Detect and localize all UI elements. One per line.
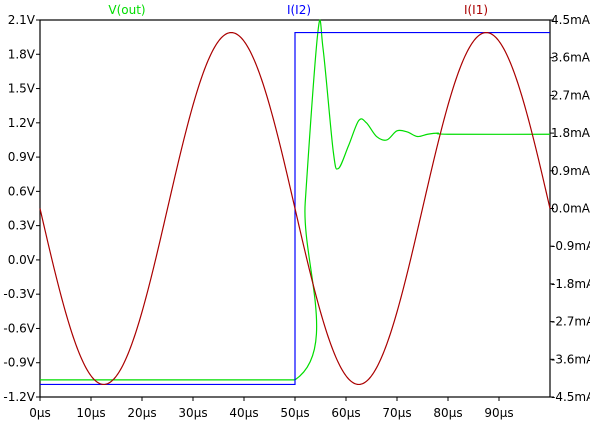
right-tick-label: -2.7mA — [551, 315, 590, 329]
left-tick-label: 1.8V — [8, 47, 36, 61]
x-tick-label: 30µs — [178, 406, 207, 420]
right-tick-label: 3.6mA — [551, 51, 590, 65]
left-tick-label: 0.3V — [8, 219, 36, 233]
right-tick-label: 2.7mA — [551, 88, 590, 102]
x-tick-label: 60µs — [331, 406, 360, 420]
right-tick-label: 0.0mA — [551, 202, 590, 216]
x-tick-label: 50µs — [280, 406, 309, 420]
legend-label: V(out) — [108, 3, 145, 17]
right-tick-label: -4.5mA — [551, 390, 590, 404]
left-tick-label: 1.5V — [8, 82, 36, 96]
x-tick-label: 40µs — [229, 406, 258, 420]
left-tick-label: 0.9V — [8, 150, 36, 164]
left-tick-label: 1.2V — [8, 116, 36, 130]
series-line-v-out- — [40, 19, 551, 381]
right-tick-label: 4.5mA — [551, 13, 590, 27]
legend-label: I(I2) — [287, 3, 311, 17]
left-tick-label: 0.0V — [8, 253, 36, 267]
series-line-i-i1- — [39, 31, 551, 386]
right-tick-label: -0.9mA — [551, 239, 590, 253]
right-tick-label: 1.8mA — [551, 126, 590, 140]
x-tick-label: 90µs — [484, 406, 513, 420]
left-tick-label: -1.2V — [3, 390, 35, 404]
legend-label: I(I1) — [464, 3, 488, 17]
left-tick-label: 0.6V — [8, 184, 36, 198]
right-tick-label: -1.8mA — [551, 277, 590, 291]
left-tick-label: -0.3V — [3, 287, 35, 301]
x-tick-label: 80µs — [433, 406, 462, 420]
left-tick-label: -0.6V — [3, 321, 35, 335]
x-tick-label: 10µs — [76, 406, 105, 420]
left-tick-label: -0.9V — [3, 356, 35, 370]
right-tick-label: -3.6mA — [551, 352, 590, 366]
x-tick-label: 0µs — [29, 406, 51, 420]
x-tick-label: 20µs — [127, 406, 156, 420]
left-tick-label: 2.1V — [8, 13, 36, 27]
right-tick-label: 0.9mA — [551, 164, 590, 178]
x-tick-label: 70µs — [382, 406, 411, 420]
